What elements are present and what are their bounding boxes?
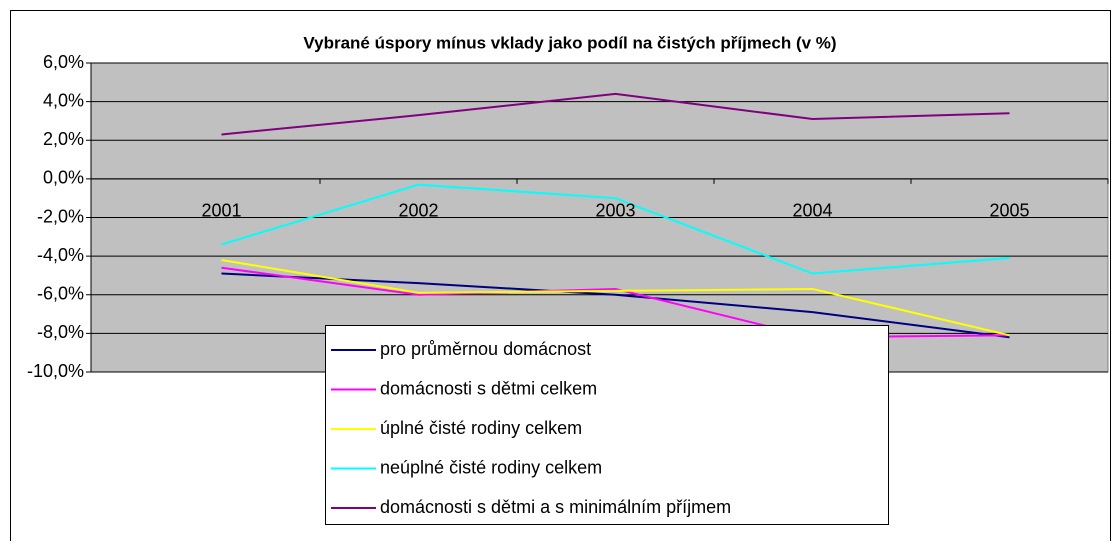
- series-line: [221, 259, 1010, 337]
- x-tick-label: 2004: [792, 201, 832, 221]
- legend-label: neúplné čisté rodiny celkem: [380, 457, 602, 477]
- x-tick-label: 2003: [595, 201, 635, 221]
- y-tick-label: 0,0%: [43, 168, 84, 188]
- x-tick-label: 2005: [989, 201, 1029, 221]
- y-tick-label: -8,0%: [37, 322, 84, 342]
- y-tick-label: -6,0%: [37, 284, 84, 304]
- y-tick-label: -2,0%: [37, 206, 84, 226]
- x-tick-label: 2002: [398, 201, 438, 221]
- y-tick-label: -4,0%: [37, 245, 84, 265]
- legend-label: pro průměrnou domácnost: [380, 339, 591, 359]
- legend-label: domácnosti s dětmi celkem: [380, 378, 597, 398]
- y-tick-label: 6,0%: [43, 52, 84, 72]
- x-tick-label: 2001: [201, 201, 241, 221]
- legend-label: domácnosti s dětmi a s minimálním příjme…: [380, 497, 731, 517]
- y-tick-label: 2,0%: [43, 129, 84, 149]
- series-line: [221, 272, 1010, 339]
- legend-box: [325, 325, 889, 525]
- legend-label: úplné čisté rodiny celkem: [380, 418, 582, 438]
- series-line: [221, 92, 1010, 136]
- legend: pro průměrnou domácnost domácnosti s dětm…: [325, 325, 889, 525]
- y-tick-label: -10,0%: [27, 361, 84, 381]
- lines: [221, 92, 1010, 339]
- y-tick-label: 4,0%: [43, 90, 84, 110]
- series-line: [221, 183, 1010, 275]
- chart-title: Vybrané úspory mínus vklady jako podíl n…: [303, 33, 836, 52]
